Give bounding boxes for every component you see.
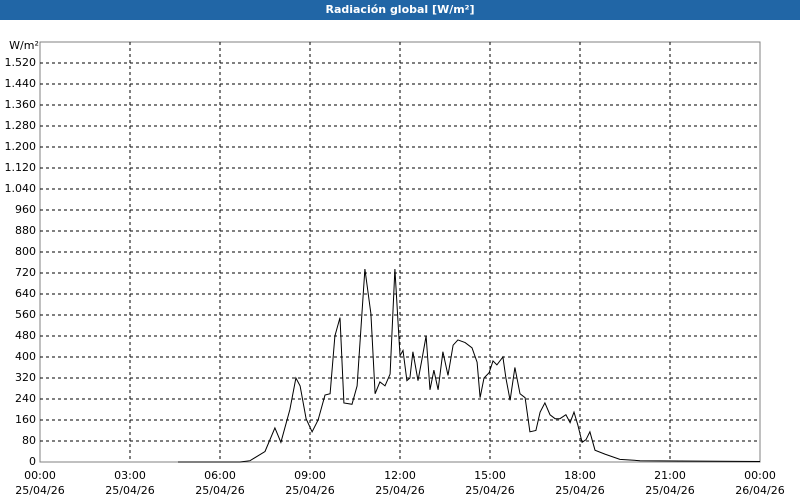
x-tick-label: 21:00: [654, 469, 686, 482]
y-tick-label: 880: [15, 224, 36, 237]
x-tick-date: 25/04/26: [375, 484, 424, 497]
x-tick-date: 25/04/26: [465, 484, 514, 497]
x-tick-date: 25/04/26: [195, 484, 244, 497]
chart-title: Radiación global [W/m²]: [325, 3, 474, 16]
y-tick-label: 160: [15, 413, 36, 426]
y-tick-label: 720: [15, 266, 36, 279]
x-tick-date: 25/04/26: [285, 484, 334, 497]
y-tick-label: 400: [15, 350, 36, 363]
x-tick-label: 18:00: [564, 469, 596, 482]
x-tick-date: 26/04/26: [735, 484, 784, 497]
x-tick-label: 00:00: [744, 469, 776, 482]
x-tick-label: 03:00: [114, 469, 146, 482]
x-tick-date: 25/04/26: [105, 484, 154, 497]
x-tick-label: 00:00: [24, 469, 56, 482]
x-tick-label: 09:00: [294, 469, 326, 482]
y-tick-label: 320: [15, 371, 36, 384]
y-tick-label: 80: [22, 434, 36, 447]
y-tick-label: 480: [15, 329, 36, 342]
x-tick-label: 06:00: [204, 469, 236, 482]
x-tick-date: 25/04/26: [645, 484, 694, 497]
y-tick-label: 1.440: [5, 77, 37, 90]
x-tick-label: 15:00: [474, 469, 506, 482]
y-tick-label: 1.360: [5, 98, 37, 111]
y-tick-label: 640: [15, 287, 36, 300]
y-tick-label: 1.120: [5, 161, 37, 174]
y-tick-label: 960: [15, 203, 36, 216]
title-bar: [0, 0, 800, 20]
y-tick-label: 1.520: [5, 56, 37, 69]
y-tick-label: 240: [15, 392, 36, 405]
y-tick-label: 0: [29, 455, 36, 468]
x-tick-label: 12:00: [384, 469, 416, 482]
data-line: [178, 268, 761, 463]
y-tick-label: 1.280: [5, 119, 37, 132]
x-tick-date: 25/04/26: [15, 484, 64, 497]
y-tick-label: 560: [15, 308, 36, 321]
y-unit: W/m²: [9, 39, 39, 52]
y-tick-label: 1.200: [5, 140, 37, 153]
y-tick-label: 800: [15, 245, 36, 258]
x-tick-date: 25/04/26: [555, 484, 604, 497]
y-tick-label: 1.040: [5, 182, 37, 195]
